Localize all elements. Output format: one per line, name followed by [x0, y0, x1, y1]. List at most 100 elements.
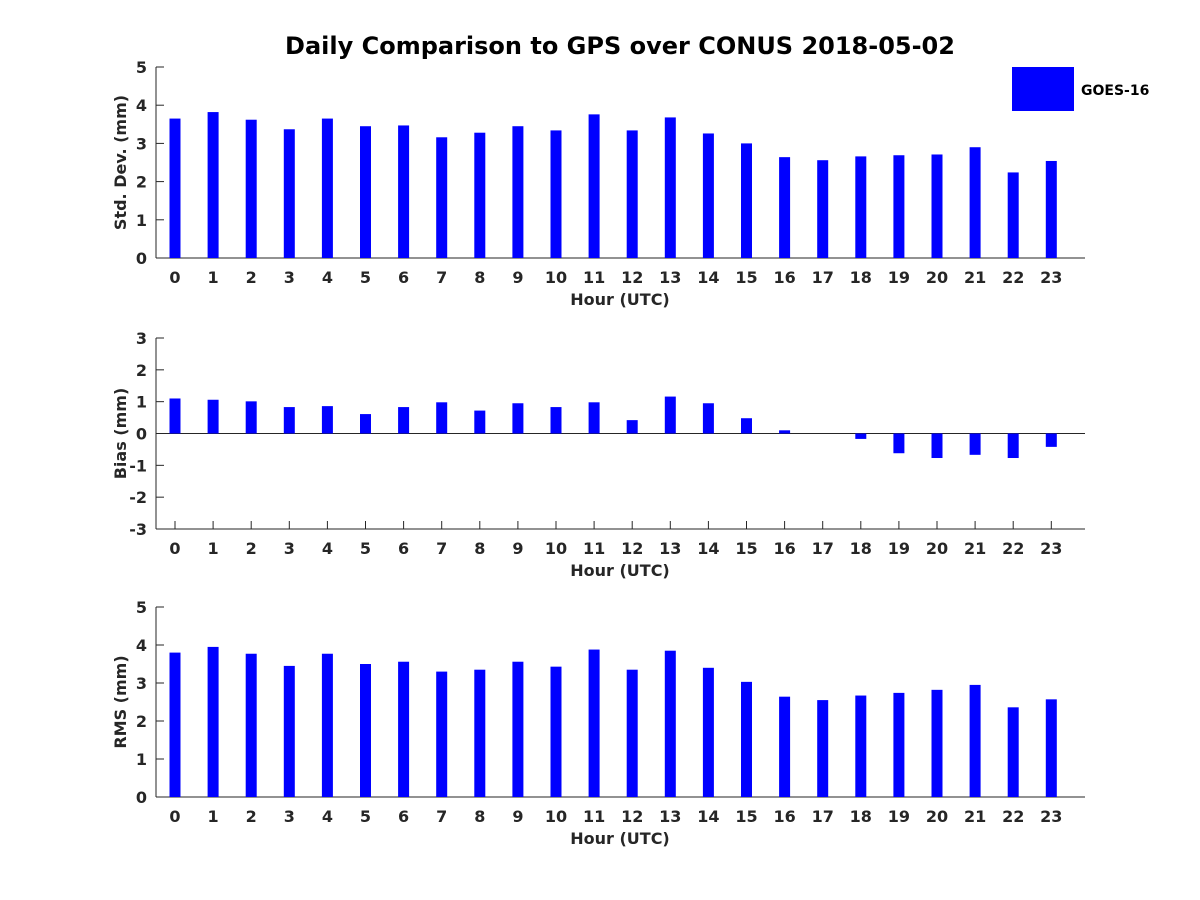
- y-tick-label: -3: [129, 520, 147, 539]
- y-tick-label: 0: [136, 788, 147, 807]
- bar-hour-3: [283, 407, 295, 434]
- bar-hour-7: [436, 137, 448, 258]
- x-tick-label: 18: [850, 539, 872, 558]
- bar-hour-15: [741, 418, 752, 434]
- x-tick-label: 12: [621, 268, 643, 287]
- bar-hour-9: [512, 661, 524, 797]
- bar-hour-11: [588, 114, 600, 258]
- x-tick-label: 5: [360, 268, 371, 287]
- bar-hour-12: [626, 130, 638, 258]
- bar-hour-9: [512, 126, 524, 259]
- x-tick-label: 23: [1040, 807, 1062, 826]
- x-tick-label: 2: [246, 807, 257, 826]
- chart-title: Daily Comparison to GPS over CONUS 2018-…: [285, 32, 955, 60]
- x-tick-label: 1: [208, 539, 219, 558]
- bar-hour-14: [702, 403, 714, 434]
- bar-hour-5: [360, 414, 371, 434]
- x-tick-label: 6: [398, 539, 409, 558]
- x-tick-label: 16: [773, 268, 795, 287]
- x-tick-label: 5: [360, 807, 371, 826]
- x-tick-label: 7: [436, 268, 447, 287]
- x-tick-label: 0: [169, 807, 180, 826]
- y-axis-label: Bias (mm): [111, 388, 130, 480]
- y-tick-label: 5: [136, 58, 147, 77]
- y-tick-label: 2: [136, 361, 147, 380]
- x-tick-label: 3: [284, 539, 295, 558]
- bar-hour-6: [398, 125, 410, 258]
- legend-swatch: [1012, 67, 1074, 111]
- bar-hour-21: [969, 684, 981, 797]
- x-tick-label: 7: [436, 807, 447, 826]
- x-tick-label: 6: [398, 268, 409, 287]
- bar-hour-7: [436, 671, 448, 797]
- bar-hour-3: [283, 665, 295, 797]
- bar-hour-8: [474, 669, 486, 797]
- bar-hour-1: [207, 646, 219, 797]
- x-tick-label: 9: [512, 539, 523, 558]
- x-tick-label: 18: [850, 807, 872, 826]
- x-tick-label: 9: [512, 268, 523, 287]
- bar-hour-18: [855, 433, 867, 439]
- x-tick-label: 10: [545, 807, 567, 826]
- bar-hour-7: [436, 402, 448, 434]
- x-tick-label: 13: [659, 539, 681, 558]
- x-tick-label: 2: [246, 268, 257, 287]
- y-tick-label: 5: [136, 598, 147, 617]
- bar-hour-4: [321, 406, 333, 434]
- x-tick-label: 15: [735, 539, 757, 558]
- y-tick-label: 3: [136, 329, 147, 348]
- bar-hour-16: [779, 430, 791, 434]
- x-tick-label: 13: [659, 807, 681, 826]
- x-tick-label: 14: [697, 268, 719, 287]
- x-tick-label: 4: [322, 807, 333, 826]
- x-tick-label: 11: [583, 539, 605, 558]
- x-tick-label: 14: [697, 539, 719, 558]
- bar-hour-5: [360, 126, 371, 259]
- legend: GOES-16: [1012, 67, 1149, 111]
- bar-hour-12: [626, 420, 638, 434]
- bar-hour-9: [512, 403, 524, 434]
- x-tick-label: 22: [1002, 539, 1024, 558]
- bar-hour-11: [588, 649, 600, 797]
- bar-hour-1: [207, 399, 219, 434]
- bar-hour-13: [664, 650, 676, 797]
- x-tick-label: 18: [850, 268, 872, 287]
- x-tick-label: 17: [812, 807, 834, 826]
- bar-hour-4: [321, 653, 333, 797]
- x-tick-label: 0: [169, 539, 180, 558]
- bar-hour-3: [283, 129, 295, 258]
- x-tick-label: 20: [926, 539, 948, 558]
- y-tick-label: -2: [129, 488, 147, 507]
- bar-hour-17: [817, 700, 829, 797]
- bar-hour-8: [474, 410, 486, 434]
- y-tick-label: 1: [136, 211, 147, 230]
- bar-hour-17: [817, 160, 829, 258]
- x-tick-label: 4: [322, 268, 333, 287]
- x-tick-label: 16: [773, 539, 795, 558]
- bar-hour-16: [779, 157, 791, 258]
- y-axis-label: Std. Dev. (mm): [111, 95, 130, 230]
- x-tick-label: 19: [888, 539, 910, 558]
- x-tick-label: 21: [964, 807, 986, 826]
- bar-hour-18: [855, 156, 867, 258]
- y-tick-label: 2: [136, 712, 147, 731]
- bar-hour-4: [321, 118, 333, 258]
- bar-hour-14: [702, 133, 714, 258]
- x-tick-label: 5: [360, 539, 371, 558]
- bar-hour-15: [741, 143, 752, 258]
- bar-hour-20: [931, 689, 943, 797]
- x-tick-label: 20: [926, 807, 948, 826]
- x-tick-label: 6: [398, 807, 409, 826]
- x-tick-label: 8: [474, 807, 485, 826]
- x-tick-label: 22: [1002, 268, 1024, 287]
- y-tick-label: 4: [136, 636, 147, 655]
- y-tick-label: -1: [129, 456, 147, 475]
- bar-hour-10: [550, 666, 562, 797]
- bar-hour-20: [931, 433, 943, 459]
- bar-hour-18: [855, 695, 867, 797]
- x-tick-label: 1: [208, 807, 219, 826]
- x-tick-label: 8: [474, 539, 485, 558]
- legend-label: GOES-16: [1081, 83, 1149, 99]
